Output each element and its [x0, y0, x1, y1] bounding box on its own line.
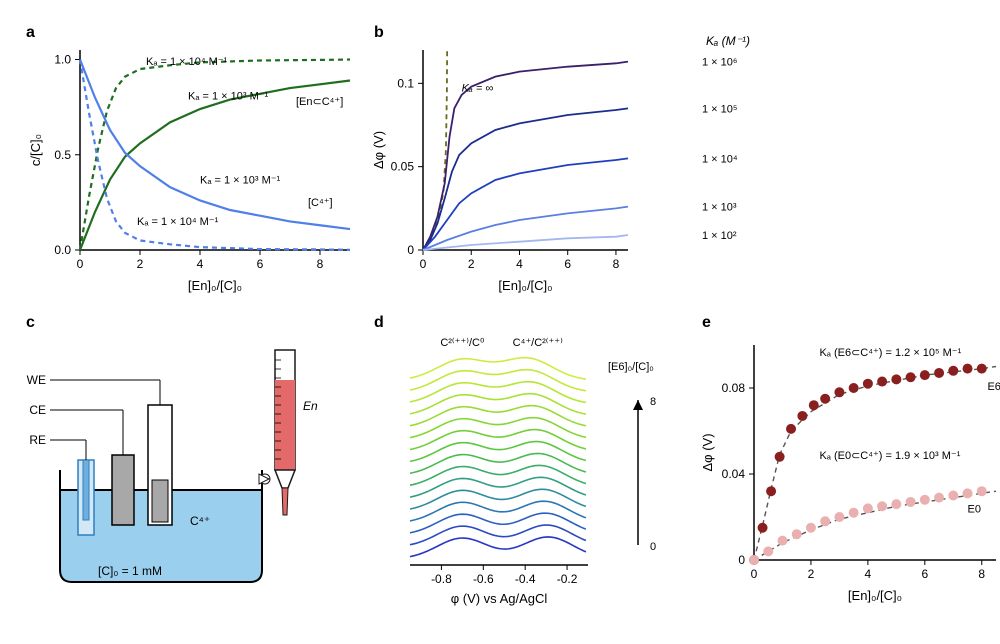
svg-text:Δφ (V): Δφ (V): [371, 131, 386, 169]
svg-text:[E6]₀/[C]₀: [E6]₀/[C]₀: [608, 361, 654, 373]
panel-c-svg: C⁴⁺ [C]₀ = 1 mM RE CE WE En: [20, 310, 360, 610]
svg-text:6: 6: [564, 257, 571, 271]
svg-text:Kₐ = ∞: Kₐ = ∞: [462, 83, 494, 95]
panel-b-legend-area: Kₐ (M⁻¹) 1 × 10⁶ 1 × 10⁵ 1 × 10⁴ 1 × 10³ 1 × …: [696, 20, 1000, 300]
svg-text:C²⁽⁺⁺⁾/C⁰: C²⁽⁺⁺⁾/C⁰: [440, 337, 485, 349]
svg-text:2: 2: [468, 257, 475, 271]
panel-b-svg: 0 2 4 6 8 0 0.05 0.1 [En]₀/[C]₀ Δφ (V) Kₐ = ∞: [368, 20, 688, 300]
svg-text:φ (V) vs Ag/AgCl: φ (V) vs Ag/AgCl: [451, 591, 548, 606]
svg-text:E6: E6: [987, 381, 1000, 393]
svg-text:4: 4: [516, 257, 523, 271]
svg-text:0.05: 0.05: [391, 160, 415, 174]
svg-text:C⁴⁺/C²⁽⁺⁺⁾: C⁴⁺/C²⁽⁺⁺⁾: [513, 337, 563, 349]
svg-text:[C]₀ = 1 mM: [C]₀ = 1 mM: [98, 564, 162, 578]
svg-text:Kₐ (E0⊂C⁴⁺) = 1.9 × 10³ M⁻¹: Kₐ (E0⊂C⁴⁺) = 1.9 × 10³ M⁻¹: [819, 450, 960, 462]
svg-text:WE: WE: [27, 373, 46, 387]
svg-text:Kₐ = 1 × 10³ M⁻¹: Kₐ = 1 × 10³ M⁻¹: [200, 174, 281, 186]
panel-d-label: d: [374, 314, 384, 332]
svg-text:0.08: 0.08: [722, 381, 746, 395]
svg-text:RE: RE: [29, 433, 46, 447]
panel-d: d -0.8 -0.6 -0.4 -0.2 φ (V) vs Ag/AgCl C²⁽⁺⁺⁾…: [368, 310, 688, 610]
svg-text:-0.6: -0.6: [473, 572, 494, 586]
svg-text:E0: E0: [968, 504, 981, 516]
svg-text:8: 8: [650, 396, 656, 408]
svg-text:0: 0: [738, 553, 745, 567]
svg-text:En: En: [303, 399, 318, 413]
svg-text:-0.2: -0.2: [557, 572, 578, 586]
svg-text:6: 6: [921, 567, 928, 581]
svg-text:-0.8: -0.8: [431, 572, 452, 586]
panel-a-label: a: [26, 24, 35, 42]
svg-text:[C⁴⁺]: [C⁴⁺]: [308, 197, 333, 209]
svg-text:C⁴⁺: C⁴⁺: [190, 514, 210, 528]
svg-text:Kₐ = 1 × 10³ M⁻¹: Kₐ = 1 × 10³ M⁻¹: [188, 91, 269, 103]
svg-text:1.0: 1.0: [54, 53, 71, 67]
panel-b-label: b: [374, 24, 384, 42]
svg-text:[En]₀/[C]₀: [En]₀/[C]₀: [188, 278, 242, 293]
svg-text:[En⊂C⁴⁺]: [En⊂C⁴⁺]: [296, 96, 343, 108]
svg-text:1 × 10³: 1 × 10³: [702, 202, 737, 214]
svg-text:Kₐ (M⁻¹): Kₐ (M⁻¹): [706, 34, 750, 48]
panel-c: c C⁴⁺ [C]₀ = 1 mM RE CE WE En: [20, 310, 360, 610]
svg-text:[En]₀/[C]₀: [En]₀/[C]₀: [848, 588, 902, 603]
svg-text:CE: CE: [29, 403, 46, 417]
svg-text:0: 0: [77, 257, 84, 271]
svg-text:-0.4: -0.4: [515, 572, 536, 586]
svg-text:Kₐ (E6⊂C⁴⁺) = 1.2 × 10⁵ M⁻¹: Kₐ (E6⊂C⁴⁺) = 1.2 × 10⁵ M⁻¹: [819, 347, 961, 359]
svg-text:0.0: 0.0: [54, 243, 71, 257]
svg-text:0.5: 0.5: [54, 148, 71, 162]
svg-text:Δφ (V): Δφ (V): [700, 433, 715, 471]
svg-text:1 × 10²: 1 × 10²: [702, 230, 737, 242]
svg-text:4: 4: [197, 257, 204, 271]
svg-text:1 × 10⁵: 1 × 10⁵: [702, 103, 737, 115]
panel-a: a 0 2 4 6 8 0.0 0.5 1.0 [En]₀/[C]₀ c/[C]₀ Kₐ = 1 ×…: [20, 20, 360, 300]
svg-text:0: 0: [420, 257, 427, 271]
svg-text:[En]₀/[C]₀: [En]₀/[C]₀: [498, 278, 552, 293]
panel-a-svg: 0 2 4 6 8 0.0 0.5 1.0 [En]₀/[C]₀ c/[C]₀ Kₐ = 1 × 1…: [20, 20, 360, 300]
panel-e-label: e: [702, 314, 711, 332]
svg-text:4: 4: [865, 567, 872, 581]
svg-text:6: 6: [257, 257, 264, 271]
svg-text:0.1: 0.1: [397, 76, 414, 90]
panel-d-svg: -0.8 -0.6 -0.4 -0.2 φ (V) vs Ag/AgCl C²⁽⁺⁺⁾/C…: [368, 310, 688, 610]
svg-text:2: 2: [808, 567, 815, 581]
panel-c-label: c: [26, 314, 35, 332]
svg-text:Kₐ = 1 × 10⁴ M⁻¹: Kₐ = 1 × 10⁴ M⁻¹: [146, 56, 228, 68]
panel-b: b 0 2 4 6 8 0 0.05 0.1 [En]₀/[C]₀ Δφ (V) Kₐ = ∞: [368, 20, 688, 300]
panel-e-svg: 0 2 4 6 8 0 0.04 0.08 [En]₀/[C]₀ Δφ (V) Kₐ (E6⊂C⁴⁺…: [696, 310, 1000, 610]
svg-text:c/[C]₀: c/[C]₀: [28, 134, 43, 166]
svg-text:0: 0: [650, 541, 656, 553]
panel-e: e 0 2 4 6 8 0 0.04 0.08 [En]₀/[C]₀ Δφ (V) Kₐ (E6⊂C…: [696, 310, 1000, 610]
svg-text:1 × 10⁶: 1 × 10⁶: [702, 57, 737, 69]
svg-text:8: 8: [978, 567, 985, 581]
svg-text:2: 2: [137, 257, 144, 271]
svg-text:1 × 10⁴: 1 × 10⁴: [702, 153, 738, 165]
svg-text:8: 8: [613, 257, 620, 271]
svg-text:Kₐ = 1 × 10⁴ M⁻¹: Kₐ = 1 × 10⁴ M⁻¹: [137, 216, 219, 228]
panel-b-legend-svg: Kₐ (M⁻¹) 1 × 10⁶ 1 × 10⁵ 1 × 10⁴ 1 × 10³ 1 × …: [696, 20, 1000, 300]
svg-text:0: 0: [407, 243, 414, 257]
svg-text:0: 0: [751, 567, 758, 581]
svg-text:8: 8: [317, 257, 324, 271]
svg-text:0.04: 0.04: [722, 467, 746, 481]
